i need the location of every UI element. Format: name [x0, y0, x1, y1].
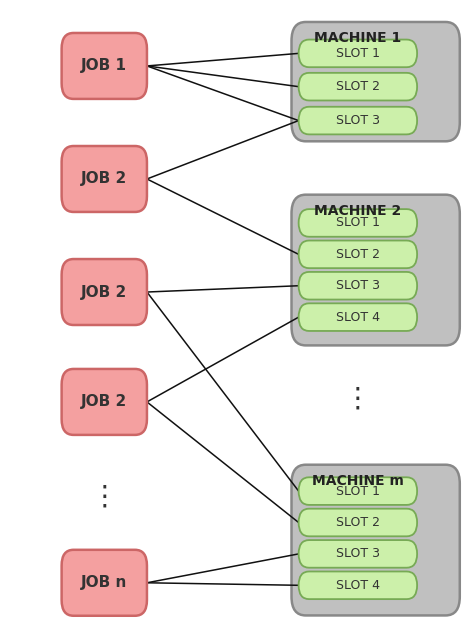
Text: JOB 2: JOB 2: [81, 394, 128, 409]
FancyBboxPatch shape: [299, 40, 417, 67]
FancyBboxPatch shape: [299, 303, 417, 331]
Text: JOB n: JOB n: [81, 575, 128, 590]
FancyBboxPatch shape: [299, 209, 417, 237]
Text: SLOT 3: SLOT 3: [336, 114, 380, 127]
Text: SLOT 4: SLOT 4: [336, 311, 380, 323]
Text: MACHINE m: MACHINE m: [312, 474, 404, 488]
FancyBboxPatch shape: [62, 33, 147, 99]
FancyBboxPatch shape: [299, 540, 417, 568]
FancyBboxPatch shape: [299, 73, 417, 100]
Text: SLOT 3: SLOT 3: [336, 548, 380, 560]
FancyBboxPatch shape: [62, 369, 147, 435]
FancyBboxPatch shape: [299, 509, 417, 536]
FancyBboxPatch shape: [292, 465, 460, 615]
Text: SLOT 2: SLOT 2: [336, 516, 380, 529]
FancyBboxPatch shape: [62, 259, 147, 325]
Text: ⋮: ⋮: [91, 482, 118, 510]
FancyBboxPatch shape: [299, 571, 417, 599]
Text: SLOT 1: SLOT 1: [336, 485, 380, 497]
Text: MACHINE 1: MACHINE 1: [314, 31, 401, 45]
Text: SLOT 1: SLOT 1: [336, 217, 380, 229]
FancyBboxPatch shape: [299, 272, 417, 300]
FancyBboxPatch shape: [299, 241, 417, 268]
Text: ⋮: ⋮: [344, 385, 372, 413]
FancyBboxPatch shape: [299, 107, 417, 134]
FancyBboxPatch shape: [62, 146, 147, 212]
FancyBboxPatch shape: [299, 477, 417, 505]
Text: JOB 2: JOB 2: [81, 171, 128, 187]
Text: JOB 2: JOB 2: [81, 284, 128, 300]
Text: MACHINE 2: MACHINE 2: [314, 204, 401, 218]
Text: SLOT 2: SLOT 2: [336, 80, 380, 93]
Text: SLOT 2: SLOT 2: [336, 248, 380, 261]
FancyBboxPatch shape: [62, 550, 147, 615]
FancyBboxPatch shape: [292, 22, 460, 141]
Text: SLOT 4: SLOT 4: [336, 579, 380, 592]
Text: JOB 1: JOB 1: [81, 58, 128, 73]
Text: SLOT 3: SLOT 3: [336, 279, 380, 292]
FancyBboxPatch shape: [292, 195, 460, 345]
Text: SLOT 1: SLOT 1: [336, 47, 380, 60]
